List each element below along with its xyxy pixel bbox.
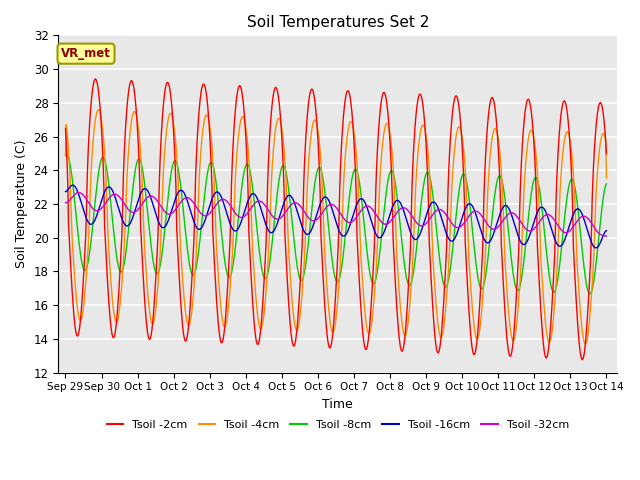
Text: VR_met: VR_met	[61, 47, 111, 60]
Y-axis label: Soil Temperature (C): Soil Temperature (C)	[15, 140, 28, 268]
X-axis label: Time: Time	[323, 398, 353, 411]
Legend: Tsoil -2cm, Tsoil -4cm, Tsoil -8cm, Tsoil -16cm, Tsoil -32cm: Tsoil -2cm, Tsoil -4cm, Tsoil -8cm, Tsoi…	[102, 416, 573, 434]
Title: Soil Temperatures Set 2: Soil Temperatures Set 2	[246, 15, 429, 30]
